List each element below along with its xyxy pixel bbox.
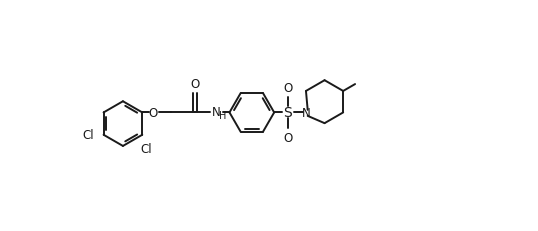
Text: O: O xyxy=(190,78,200,91)
Text: O: O xyxy=(284,81,293,94)
Text: N: N xyxy=(302,106,310,119)
Text: S: S xyxy=(284,106,292,120)
Text: N: N xyxy=(212,105,221,118)
Text: Cl: Cl xyxy=(82,129,94,142)
Text: Cl: Cl xyxy=(140,143,152,156)
Text: O: O xyxy=(149,106,158,119)
Text: H: H xyxy=(219,111,226,121)
Text: O: O xyxy=(284,132,293,145)
